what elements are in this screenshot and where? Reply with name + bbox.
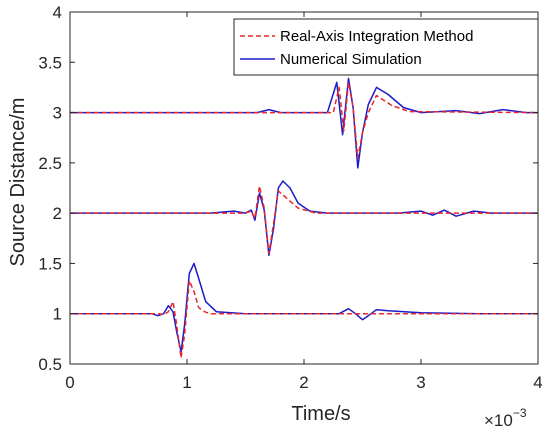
x-axis-label: Time/s [291, 403, 350, 425]
series-traces [70, 77, 539, 359]
y-tick-label: 2.5 [38, 154, 62, 173]
x-multiplier-exponent: −3 [513, 406, 527, 420]
numerical-trace-2 [70, 180, 538, 257]
x-multiplier-base: ×10 [484, 411, 513, 430]
real-axis-trace-2 [70, 185, 538, 255]
y-tick-label: 1.5 [38, 254, 62, 273]
y-tick-label: 0.5 [38, 355, 62, 374]
y-axis-label: Source Distance/m [7, 98, 29, 267]
x-multiplier-label: ×10−3 [484, 406, 527, 430]
real-axis-trace-3 [70, 81, 539, 159]
legend: Real-Axis Integration Method Numerical S… [233, 18, 539, 76]
y-tick-label: 3 [53, 104, 62, 123]
legend-box [233, 18, 539, 76]
x-tick-label: 1 [182, 373, 191, 392]
y-tick-label: 4 [53, 3, 62, 22]
y-tick-label: 1 [53, 305, 62, 324]
y-tick-label: 3.5 [38, 53, 62, 72]
real-axis-trace-1 [70, 279, 538, 359]
legend-label-numerical: Numerical Simulation [280, 51, 422, 68]
ticks: 0 1 2 3 4 0.5 1 1.5 2 2.5 3 3.5 4 [38, 3, 542, 392]
x-tick-label: 2 [299, 373, 308, 392]
x-tick-label: 0 [65, 373, 74, 392]
x-tick-label: 4 [533, 373, 542, 392]
x-tick-label: 3 [416, 373, 425, 392]
numerical-trace-1 [70, 262, 538, 353]
y-tick-label: 2 [53, 204, 62, 223]
legend-label-real-axis: Real-Axis Integration Method [280, 28, 473, 45]
